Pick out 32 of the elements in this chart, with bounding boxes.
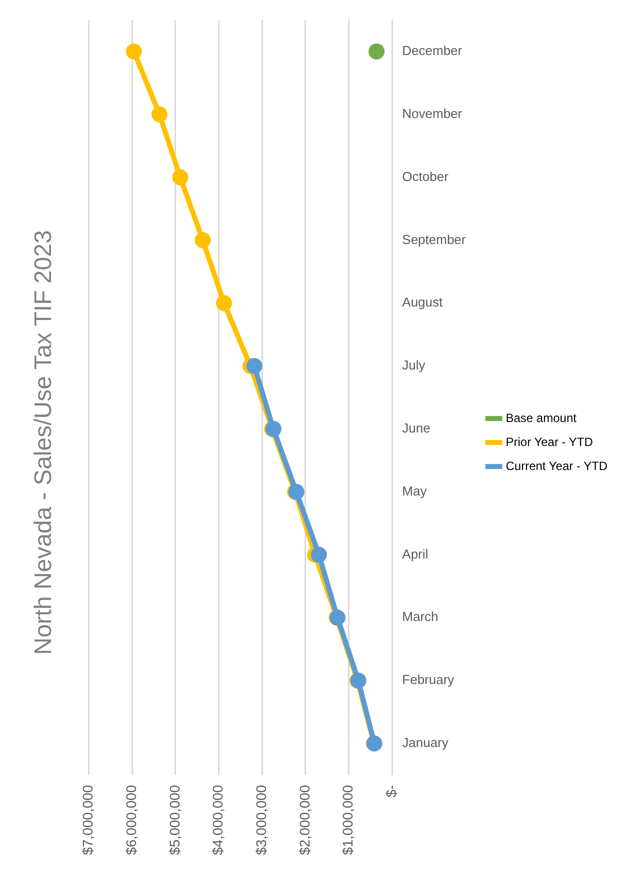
text: North Nevada - Sales/Use Tax TIF 2023: [30, 230, 58, 655]
y-tick-label: January: [402, 735, 449, 750]
point: [246, 358, 262, 374]
y-tick-label: October: [402, 168, 450, 184]
y-tick-label: July: [402, 358, 426, 373]
y-tick-label: April: [402, 546, 428, 562]
x-tick-label: $2,000,000: [296, 784, 312, 856]
point: [368, 43, 385, 60]
y-tick-label: December: [402, 43, 463, 58]
x-tick-label: $3,000,000: [253, 784, 270, 856]
legend-label: Base amount: [506, 410, 578, 425]
point: [194, 232, 211, 248]
x-tick-label: $6,000,000: [122, 784, 139, 856]
y-tick-label: September: [402, 232, 466, 247]
point: [310, 546, 327, 563]
point: [172, 169, 188, 186]
x-tick-label: $-: [383, 784, 400, 798]
y-tick-label: June: [402, 420, 430, 436]
y-tick-label: May: [402, 483, 428, 498]
y-tick-label: November: [402, 106, 463, 121]
x-tick-label: $5,000,000: [166, 784, 182, 856]
legend-label: Prior Year - YTD: [506, 434, 594, 449]
y-tick-label: February: [402, 672, 455, 688]
x-tick-label: $7,000,000: [80, 784, 96, 856]
y-tick-label: March: [402, 609, 438, 624]
point: [126, 43, 142, 60]
point: [216, 295, 232, 312]
x-tick-label: $1,000,000: [340, 784, 356, 856]
legend-label: Current Year - YTD: [506, 458, 608, 473]
x-tick-label: $4,000,000: [210, 784, 226, 856]
point: [151, 106, 168, 122]
y-tick-label: August: [402, 294, 444, 310]
